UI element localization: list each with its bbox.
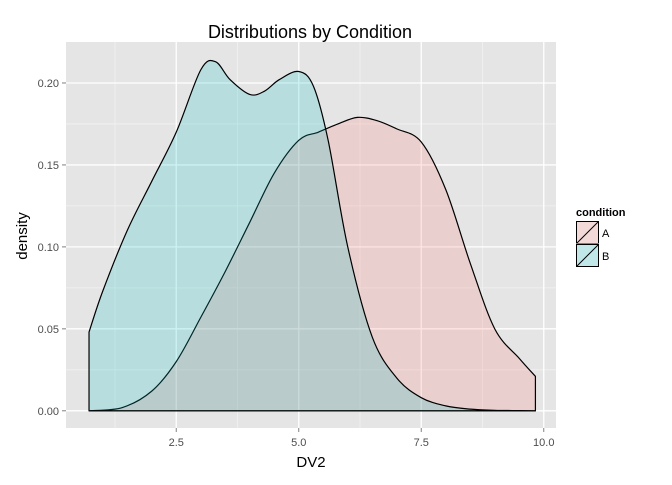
y-tick-label: 0.00 (38, 406, 59, 418)
x-tick-label: 7.5 (414, 437, 429, 449)
y-axis-ticks: 0.00 0.05 0.10 0.15 0.20 (38, 78, 66, 418)
legend-slash (576, 244, 599, 267)
y-axis-label: density (14, 212, 31, 260)
y-tick-label: 0.20 (38, 78, 59, 90)
chart-title: Distributions by Condition (208, 22, 412, 42)
density-area-a (88, 116, 537, 412)
y-tick-label: 0.05 (38, 324, 59, 336)
x-tick-label: 5.0 (291, 437, 306, 449)
legend: condition AB (575, 207, 626, 268)
legend-label-b: B (602, 251, 609, 263)
x-axis-ticks: 2.5 5.0 7.5 10.0 (169, 428, 554, 449)
grid-major (66, 42, 556, 428)
y-tick-label: 0.15 (38, 160, 59, 172)
density-areas (88, 59, 537, 412)
legend-title: condition (576, 207, 626, 219)
x-axis-label: DV2 (296, 454, 325, 471)
grid-minor (66, 42, 556, 428)
density-area-b (88, 59, 537, 412)
legend-slash (576, 221, 599, 244)
legend-label-a: A (602, 228, 610, 240)
x-tick-label: 2.5 (169, 437, 184, 449)
x-tick-label: 10.0 (533, 437, 554, 449)
plot-panel (66, 42, 556, 428)
y-tick-label: 0.10 (38, 242, 59, 254)
